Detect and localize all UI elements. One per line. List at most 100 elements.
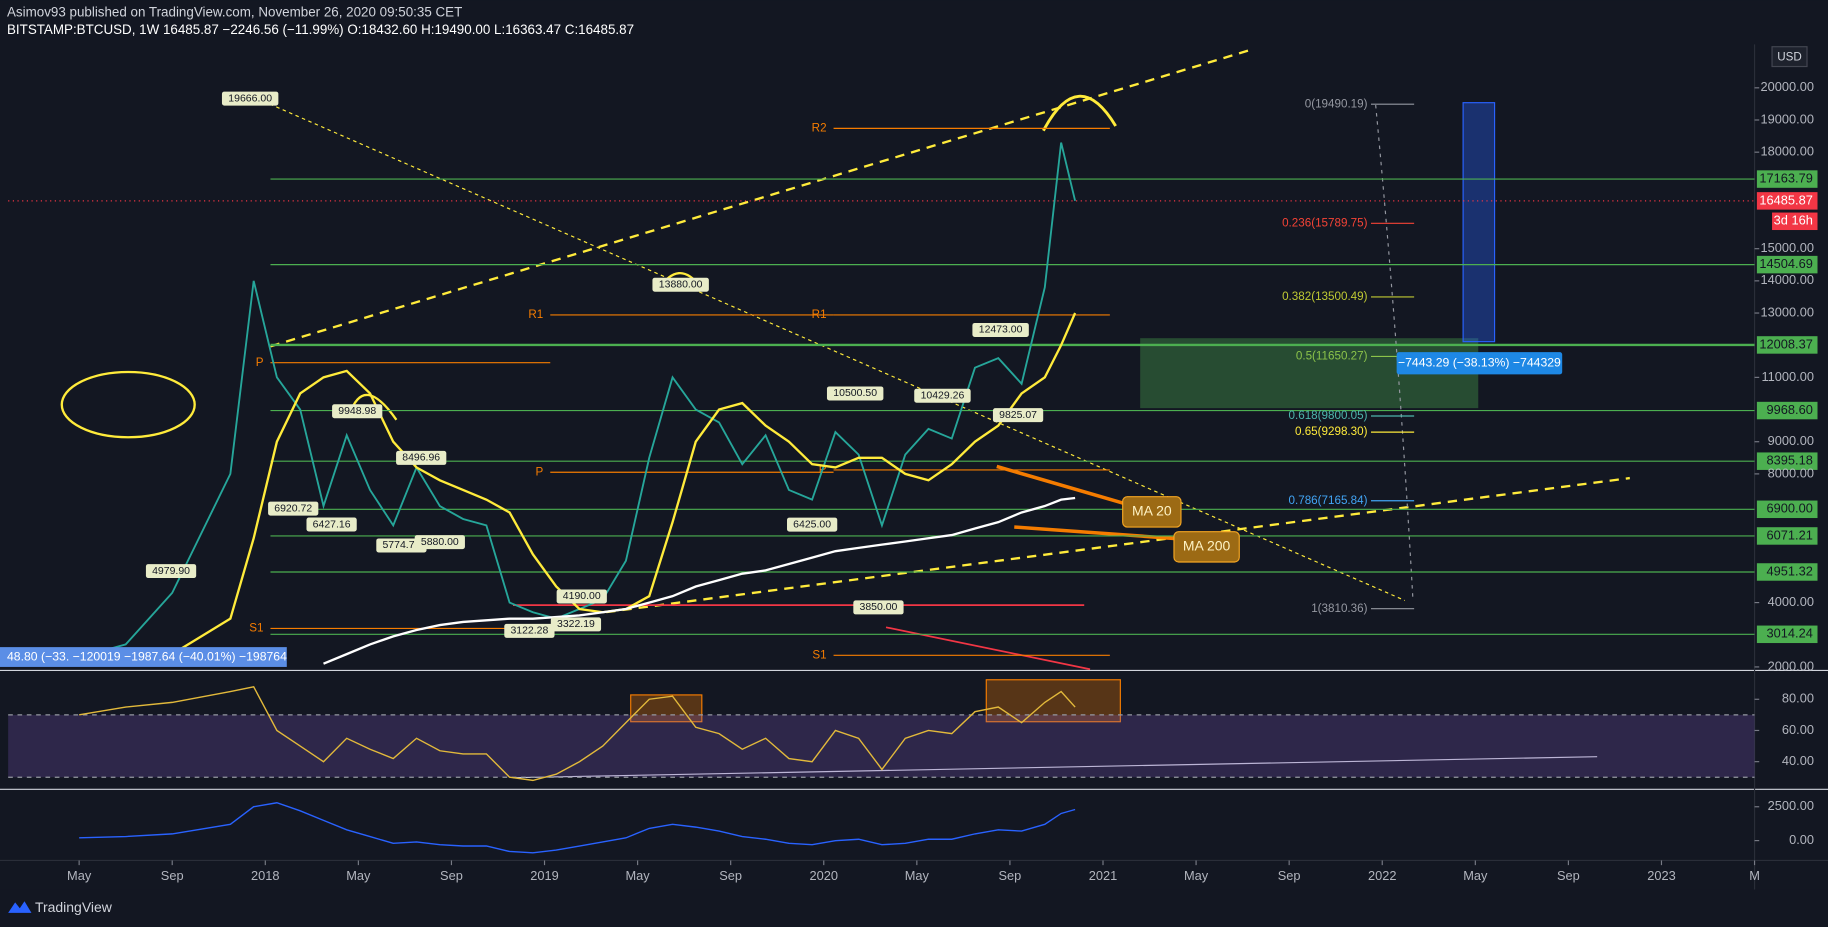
price-note — [332, 404, 383, 419]
annotation-pointer — [996, 464, 1126, 506]
level-label-bg — [1756, 500, 1818, 519]
measure-box — [1462, 102, 1496, 343]
x-tick-label: 2020 — [810, 868, 839, 883]
level-label: 12008.37 — [1759, 336, 1812, 351]
level-label: 14504.69 — [1759, 256, 1812, 271]
price-note — [414, 535, 465, 550]
y-tick-label: 8000.00 — [1768, 465, 1814, 480]
y-tick-label: 2500.00 — [1768, 798, 1814, 813]
countdown-bg — [1772, 212, 1818, 231]
price-note — [221, 91, 279, 106]
y-tick-label: 11000.00 — [1762, 369, 1815, 384]
x-tick-label: 2018 — [251, 868, 280, 883]
x-tick-label: 2019 — [530, 868, 559, 883]
measure-label-bg — [1396, 352, 1563, 375]
annotation: MA 20 — [1132, 503, 1172, 519]
price-note-label: 8496.96 — [402, 453, 440, 464]
price-note-label: 10500.50 — [833, 388, 877, 399]
author-line: Asimov93 published on TradingView.com, N… — [7, 4, 462, 19]
series-line — [79, 685, 1076, 782]
fib-label: 0.5(11650.27) — [1296, 350, 1368, 363]
x-tick-label: May — [67, 868, 92, 883]
level-label-bg — [1756, 563, 1818, 581]
rsi-trendline — [512, 756, 1598, 779]
pivot-label: R2 — [812, 121, 827, 134]
level-label: 4951.32 — [1767, 563, 1813, 578]
level-label-bg — [1756, 336, 1818, 354]
price-note — [853, 600, 904, 615]
price-note-label: 3850.00 — [859, 602, 897, 613]
y-tick-label: 4000.00 — [1768, 594, 1814, 609]
last-price-bg — [1756, 192, 1818, 210]
price-note — [268, 501, 319, 516]
price-note-label: 9948.98 — [338, 406, 376, 417]
logo[interactable]: TradingView — [35, 899, 113, 915]
annotation: MA 200 — [1183, 538, 1231, 554]
x-tick-label: 2023 — [1647, 868, 1676, 883]
price-note — [992, 408, 1044, 423]
price-note-label: 5774.72 — [382, 540, 420, 551]
price-note-label: 6425.00 — [793, 519, 831, 530]
price-note-label: 5880.00 — [421, 537, 459, 548]
y-tick-label: 13000.00 — [1761, 304, 1814, 319]
price-note-label: 6920.72 — [274, 503, 312, 514]
annotation-box — [1173, 531, 1240, 563]
fib-arc — [1375, 104, 1414, 601]
trendline — [606, 476, 1630, 614]
level-label: 3014.24 — [1767, 626, 1813, 641]
price-note — [556, 589, 607, 604]
level-label-bg — [1756, 625, 1818, 644]
footer — [0, 889, 1828, 927]
fib-label: 0(19490.19) — [1305, 97, 1368, 110]
highlight-arc — [1042, 94, 1117, 132]
pivot-label: R1 — [528, 308, 543, 321]
price-note — [306, 517, 357, 532]
price-note-label: 10429.26 — [921, 391, 965, 402]
fib-label: 0.786(7165.84) — [1289, 494, 1368, 507]
x-tick-label: May — [625, 868, 650, 883]
y-tick-label: 19000.00 — [1761, 111, 1814, 126]
price-note — [787, 517, 838, 532]
pivot-label: P — [536, 465, 544, 478]
y-tick-label: 18000.00 — [1761, 144, 1814, 159]
currency: USD — [1777, 50, 1802, 63]
x-tick-label: 2021 — [1089, 868, 1118, 883]
fib-label: 0.65(9298.30) — [1295, 425, 1368, 438]
price-note-label: 4979.90 — [152, 566, 190, 577]
series-line — [171, 312, 1077, 656]
price-note-label: 19666.00 — [228, 93, 272, 104]
level-label: 17163.79 — [1759, 170, 1812, 185]
y-tick-label: 15000.00 — [1761, 240, 1814, 255]
range-label: 48.80 (−33. −120019 −1987.64 (−40.01%) −… — [7, 649, 287, 663]
y-tick-label: 80.00 — [1782, 691, 1814, 706]
countdown: 3d 16h — [1774, 213, 1813, 228]
price-note-label: 12473.00 — [979, 325, 1023, 336]
measure-label: −7443.29 (−38.13%) −744329 — [1398, 355, 1561, 369]
level-label: 9968.60 — [1767, 402, 1813, 417]
y-tick-label: 14000.00 — [1761, 272, 1814, 287]
series-line — [323, 496, 1076, 665]
pivot-label: S1 — [812, 648, 826, 661]
range-label-bg — [0, 647, 287, 667]
rsi-highlight — [630, 694, 703, 723]
x-tick-label: 2022 — [1368, 868, 1397, 883]
price-note — [396, 450, 447, 465]
price-note — [550, 617, 602, 632]
price-note — [376, 538, 427, 553]
price-note-label: 6427.16 — [313, 519, 351, 530]
level-label: 6071.21 — [1767, 527, 1813, 542]
logo-icon — [8, 901, 32, 913]
y-tick-label: 2000.00 — [1768, 658, 1814, 673]
level-label-bg — [1756, 255, 1818, 274]
price-note — [145, 564, 197, 579]
level-label-bg — [1756, 452, 1818, 470]
x-tick-label: May — [346, 868, 371, 883]
price-note — [652, 277, 709, 292]
x-tick-label: May — [905, 868, 930, 883]
y-tick-label: 9000.00 — [1768, 433, 1814, 448]
x-tick-label: May — [1463, 868, 1488, 883]
y-tick-label: 20000.00 — [1761, 79, 1814, 94]
x-tick-label: Sep — [1278, 868, 1301, 883]
y-tick-label: 40.00 — [1782, 753, 1814, 768]
